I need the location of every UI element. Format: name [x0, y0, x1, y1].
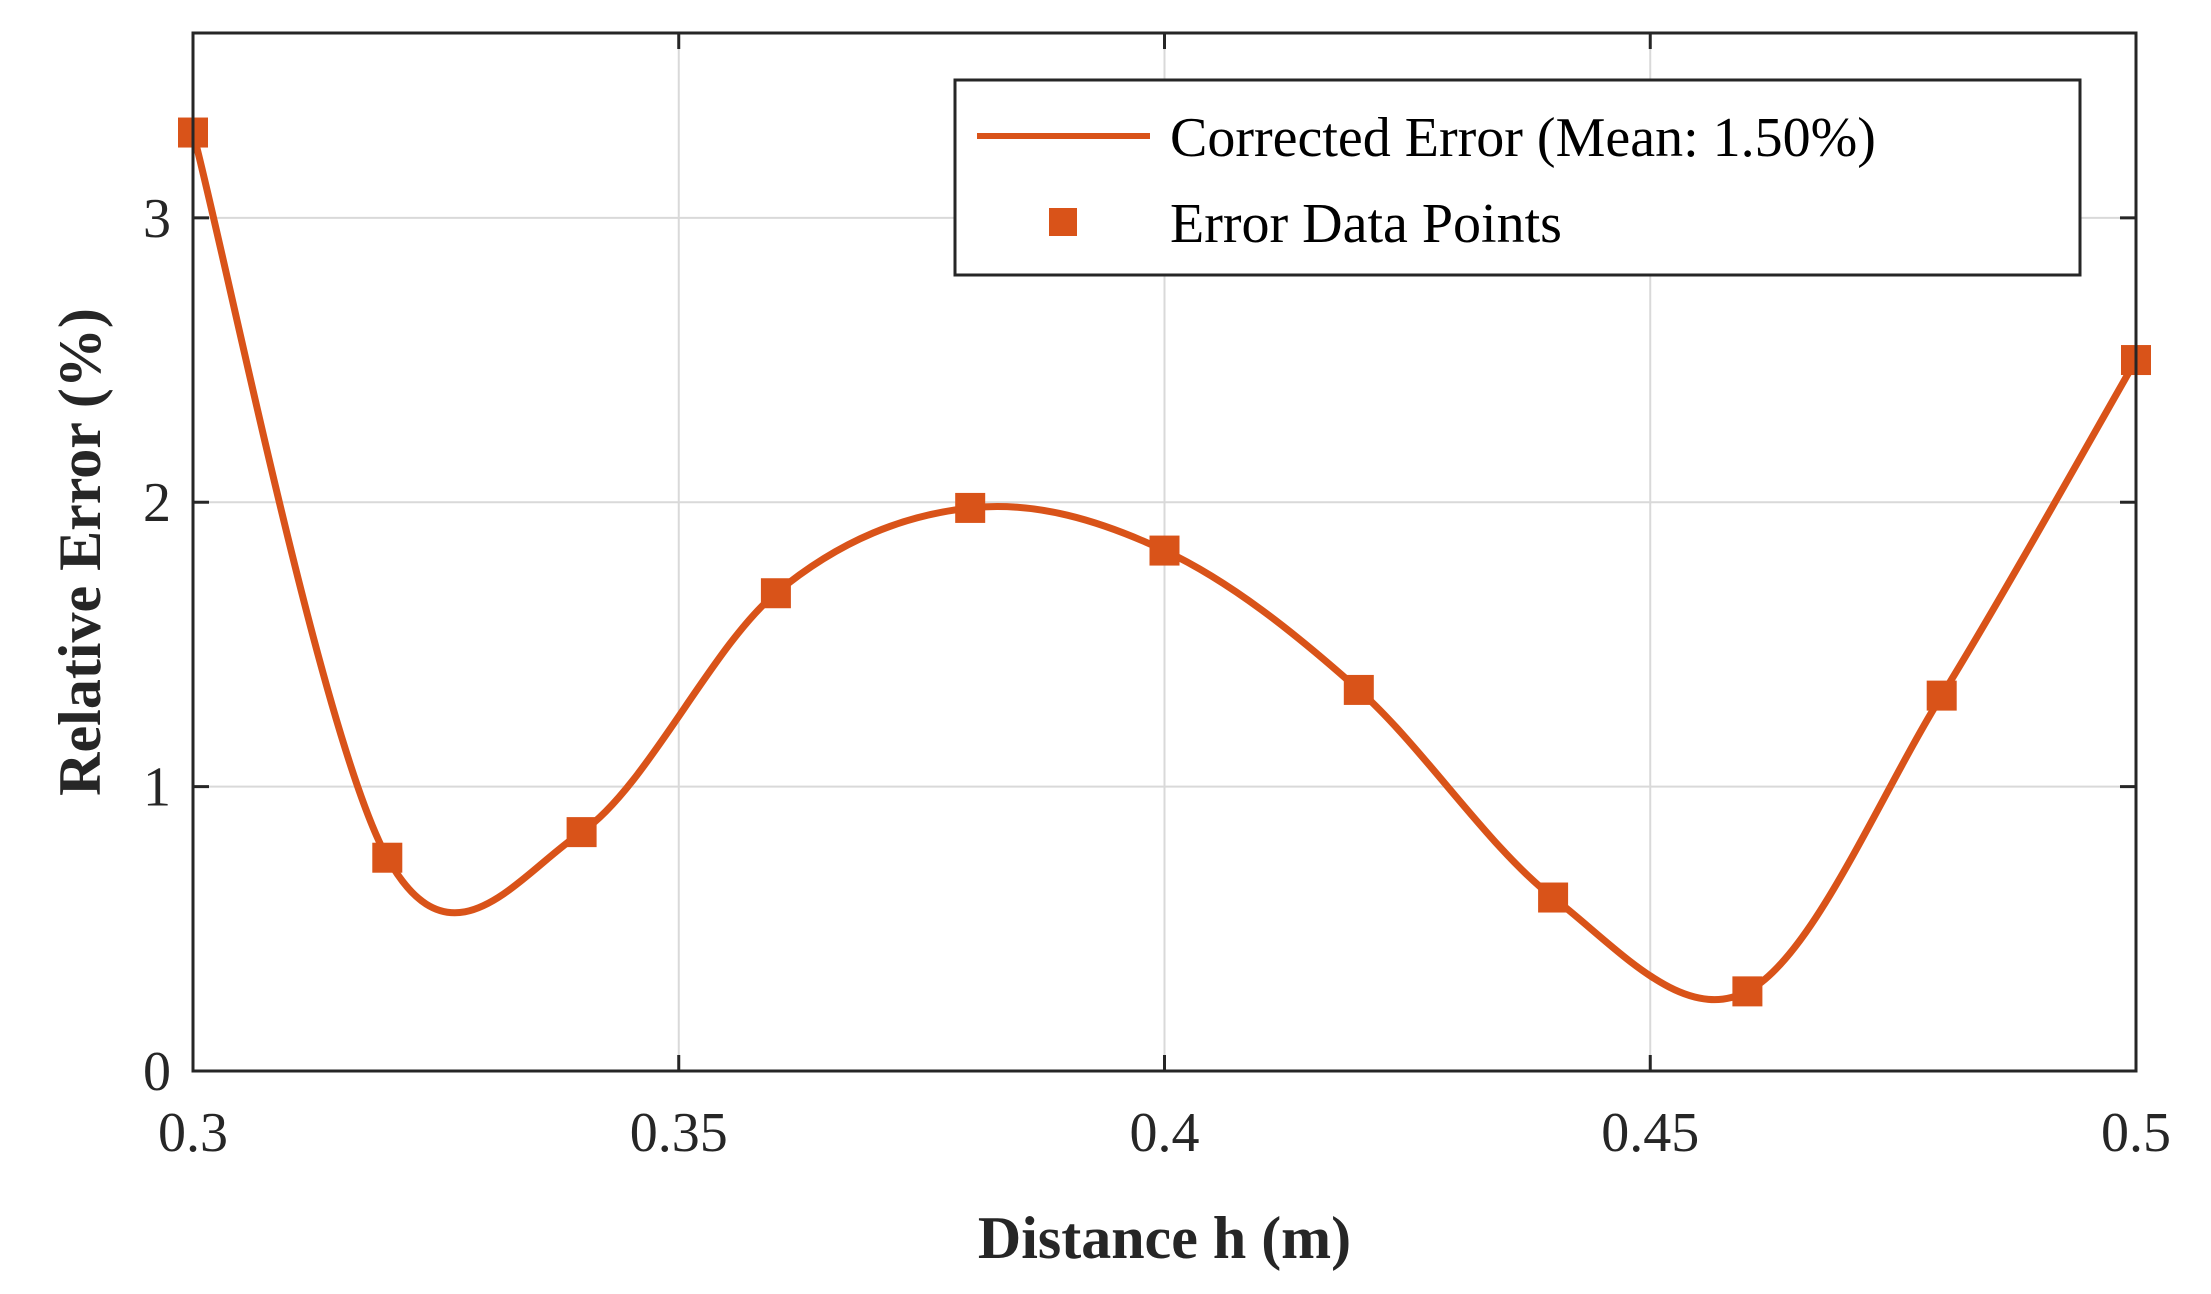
plot-lines: [189, 131, 2140, 1004]
x-tick-label: 0.5: [2101, 1102, 2171, 1164]
data-point-marker: [760, 578, 791, 609]
legend-entry-corrected-error: Corrected Error (Mean: 1.50%): [1170, 107, 1876, 169]
data-point-marker: [1732, 976, 1763, 1007]
x-tick-label: 0.4: [1130, 1102, 1200, 1164]
x-axis-title: Distance h (m): [978, 1205, 1351, 1271]
data-point-marker: [1538, 882, 1569, 913]
data-point-marker: [566, 817, 597, 848]
legend-box: [953, 78, 2082, 277]
y-tick-label: 1: [143, 757, 171, 819]
data-point-marker: [1343, 674, 1374, 705]
data-point-marker: [1926, 680, 1957, 711]
x-tick-label: 0.3: [158, 1102, 228, 1164]
legend-entry-error-data-points: Error Data Points: [1170, 193, 1562, 255]
series-line-corrected-error: [189, 131, 2140, 1004]
y-tick-label: 2: [143, 472, 171, 534]
data-point-marker: [1149, 535, 1180, 566]
data-point-marker: [372, 842, 403, 873]
data-point-marker: [955, 492, 986, 523]
y-tick-label: 3: [143, 188, 171, 250]
x-tick-label: 0.45: [1601, 1102, 1699, 1164]
y-axis-title: Relative Error (%): [47, 308, 113, 796]
legend-marker-swatch: [1049, 208, 1077, 236]
x-tick-label: 0.35: [630, 1102, 728, 1164]
legend: Corrected Error (Mean: 1.50%) Error Data…: [953, 78, 2082, 277]
axis-ticks: 0.3 0.35 0.4 0.45 0.5 0 1 2 3: [143, 33, 2171, 1164]
y-tick-label: 0: [143, 1041, 171, 1103]
